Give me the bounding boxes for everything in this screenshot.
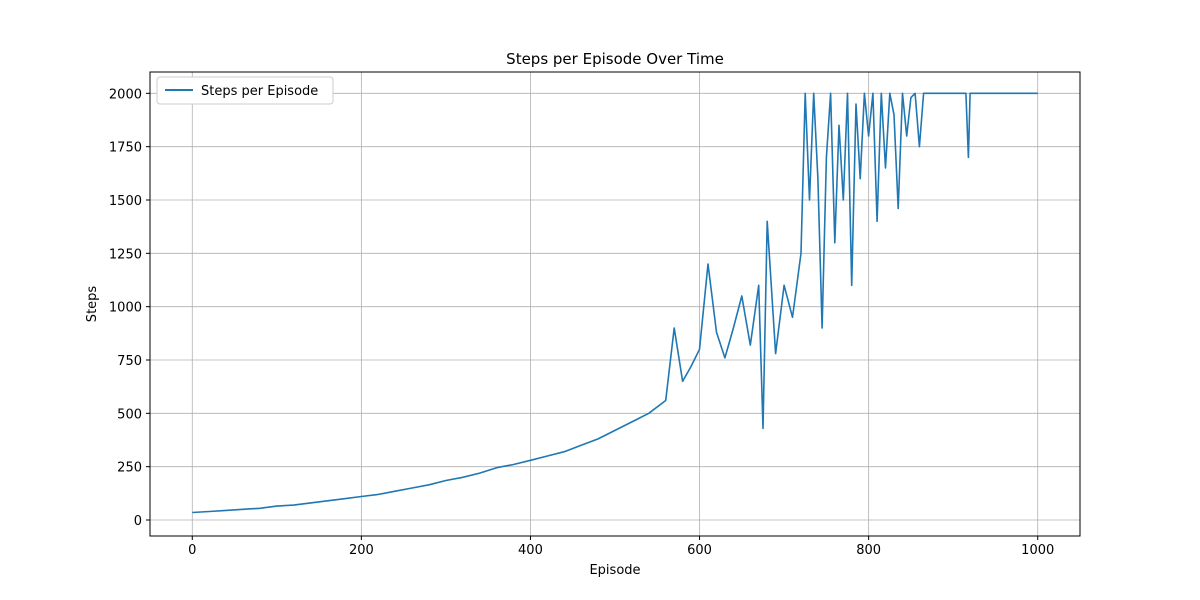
x-tick-label: 600: [687, 543, 712, 558]
grid: [150, 72, 1080, 536]
x-tick-label: 800: [856, 543, 881, 558]
chart-title: Steps per Episode Over Time: [506, 50, 724, 68]
x-axis-label: Episode: [589, 563, 640, 578]
y-tick-label: 500: [117, 407, 142, 422]
legend-label: Steps per Episode: [201, 84, 318, 99]
y-tick-label: 2000: [109, 87, 142, 102]
legend: Steps per Episode: [156, 76, 334, 105]
legend-box: [156, 76, 334, 105]
y-tick-label: 1250: [109, 247, 142, 262]
series-layer: [192, 92, 1038, 514]
x-tick-label: 0: [188, 543, 196, 558]
y-tick-label: 250: [117, 461, 142, 476]
x-tick-label: 1000: [1021, 543, 1054, 558]
x-tick-label: 200: [349, 543, 374, 558]
y-axis-label: Steps: [85, 286, 100, 323]
y-tick-label: 750: [117, 354, 142, 369]
plot-frame: [149, 71, 1081, 537]
series-line: [192, 92, 1038, 514]
y-tick-label: 1000: [109, 301, 142, 316]
ticks: 0 200 400 600 800 1000 0 250 500 750 1000 1250 1500 1…: [109, 87, 1054, 558]
x-tick-label: 400: [518, 543, 543, 558]
y-tick-label: 0: [134, 514, 142, 529]
y-tick-label: 1500: [109, 194, 142, 209]
y-tick-label: 1750: [109, 141, 142, 156]
